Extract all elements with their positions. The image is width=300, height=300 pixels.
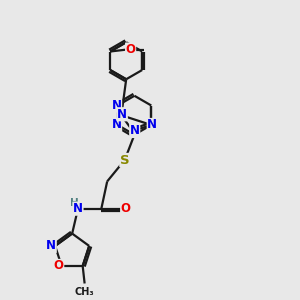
Text: N: N bbox=[73, 202, 83, 215]
Text: H: H bbox=[70, 198, 79, 208]
Text: O: O bbox=[121, 202, 131, 215]
Text: O: O bbox=[126, 43, 136, 56]
Text: N: N bbox=[130, 124, 140, 137]
Text: N: N bbox=[147, 118, 157, 131]
Text: CH₃: CH₃ bbox=[75, 287, 94, 297]
Text: N: N bbox=[46, 239, 56, 252]
Text: N: N bbox=[117, 108, 127, 121]
Text: S: S bbox=[120, 154, 130, 166]
Text: N: N bbox=[112, 118, 122, 131]
Text: O: O bbox=[54, 260, 64, 272]
Text: N: N bbox=[112, 99, 122, 112]
